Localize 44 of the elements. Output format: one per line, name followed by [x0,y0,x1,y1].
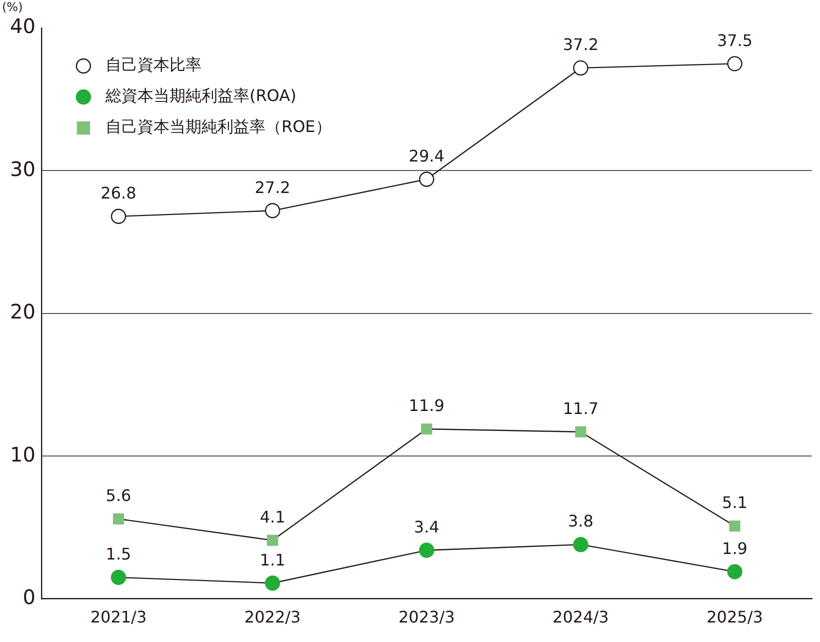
point [112,513,124,524]
point [264,203,280,218]
x-tick-label: 2021/3 [90,608,147,627]
point [727,56,742,72]
y-tick-label: 0 [22,585,36,610]
y-tick-label: 40 [10,14,36,38]
data-label: 3.8 [568,512,594,531]
data-label: 1.5 [106,544,132,564]
data-label: 5.1 [722,493,748,512]
data-label: 1.9 [722,538,748,558]
legend-label: 総資本当期純利益率(ROA) [104,86,296,106]
data-label: 4.1 [260,507,286,526]
x-tick-label: 2022/3 [244,608,301,627]
y-tick-label: 10 [10,442,36,466]
point [573,536,588,552]
data-label: 11.7 [562,398,599,418]
data-label: 29.4 [408,146,444,166]
legend-label: 自己資本当期純利益率（ROE） [105,117,332,136]
y-tick-label: 30 [10,156,36,181]
y-tick-label: 20 [10,300,36,324]
point [110,208,126,224]
data-label: 11.9 [408,396,444,416]
data-label: 3.4 [414,517,440,536]
data-label: 37.2 [562,35,599,54]
x-tick-label: 2023/3 [398,608,455,627]
data-label: 1.1 [260,550,286,570]
point [264,576,280,591]
point [110,570,126,585]
legend-label: 自己資本比率 [105,55,202,74]
point [573,60,588,76]
x-tick-label: 2025/3 [706,608,763,627]
data-label: 5.6 [106,486,132,506]
x-tick-label: 2024/3 [552,608,609,627]
point [419,172,434,187]
data-label: 27.2 [254,178,290,197]
y-axis-title: (%) [2,0,23,14]
data-label: 37.5 [716,30,753,50]
point [727,564,742,580]
point [419,542,434,558]
point [729,520,740,532]
point [421,423,432,435]
point [575,426,586,438]
data-label: 26.8 [100,184,136,203]
point [267,534,278,546]
